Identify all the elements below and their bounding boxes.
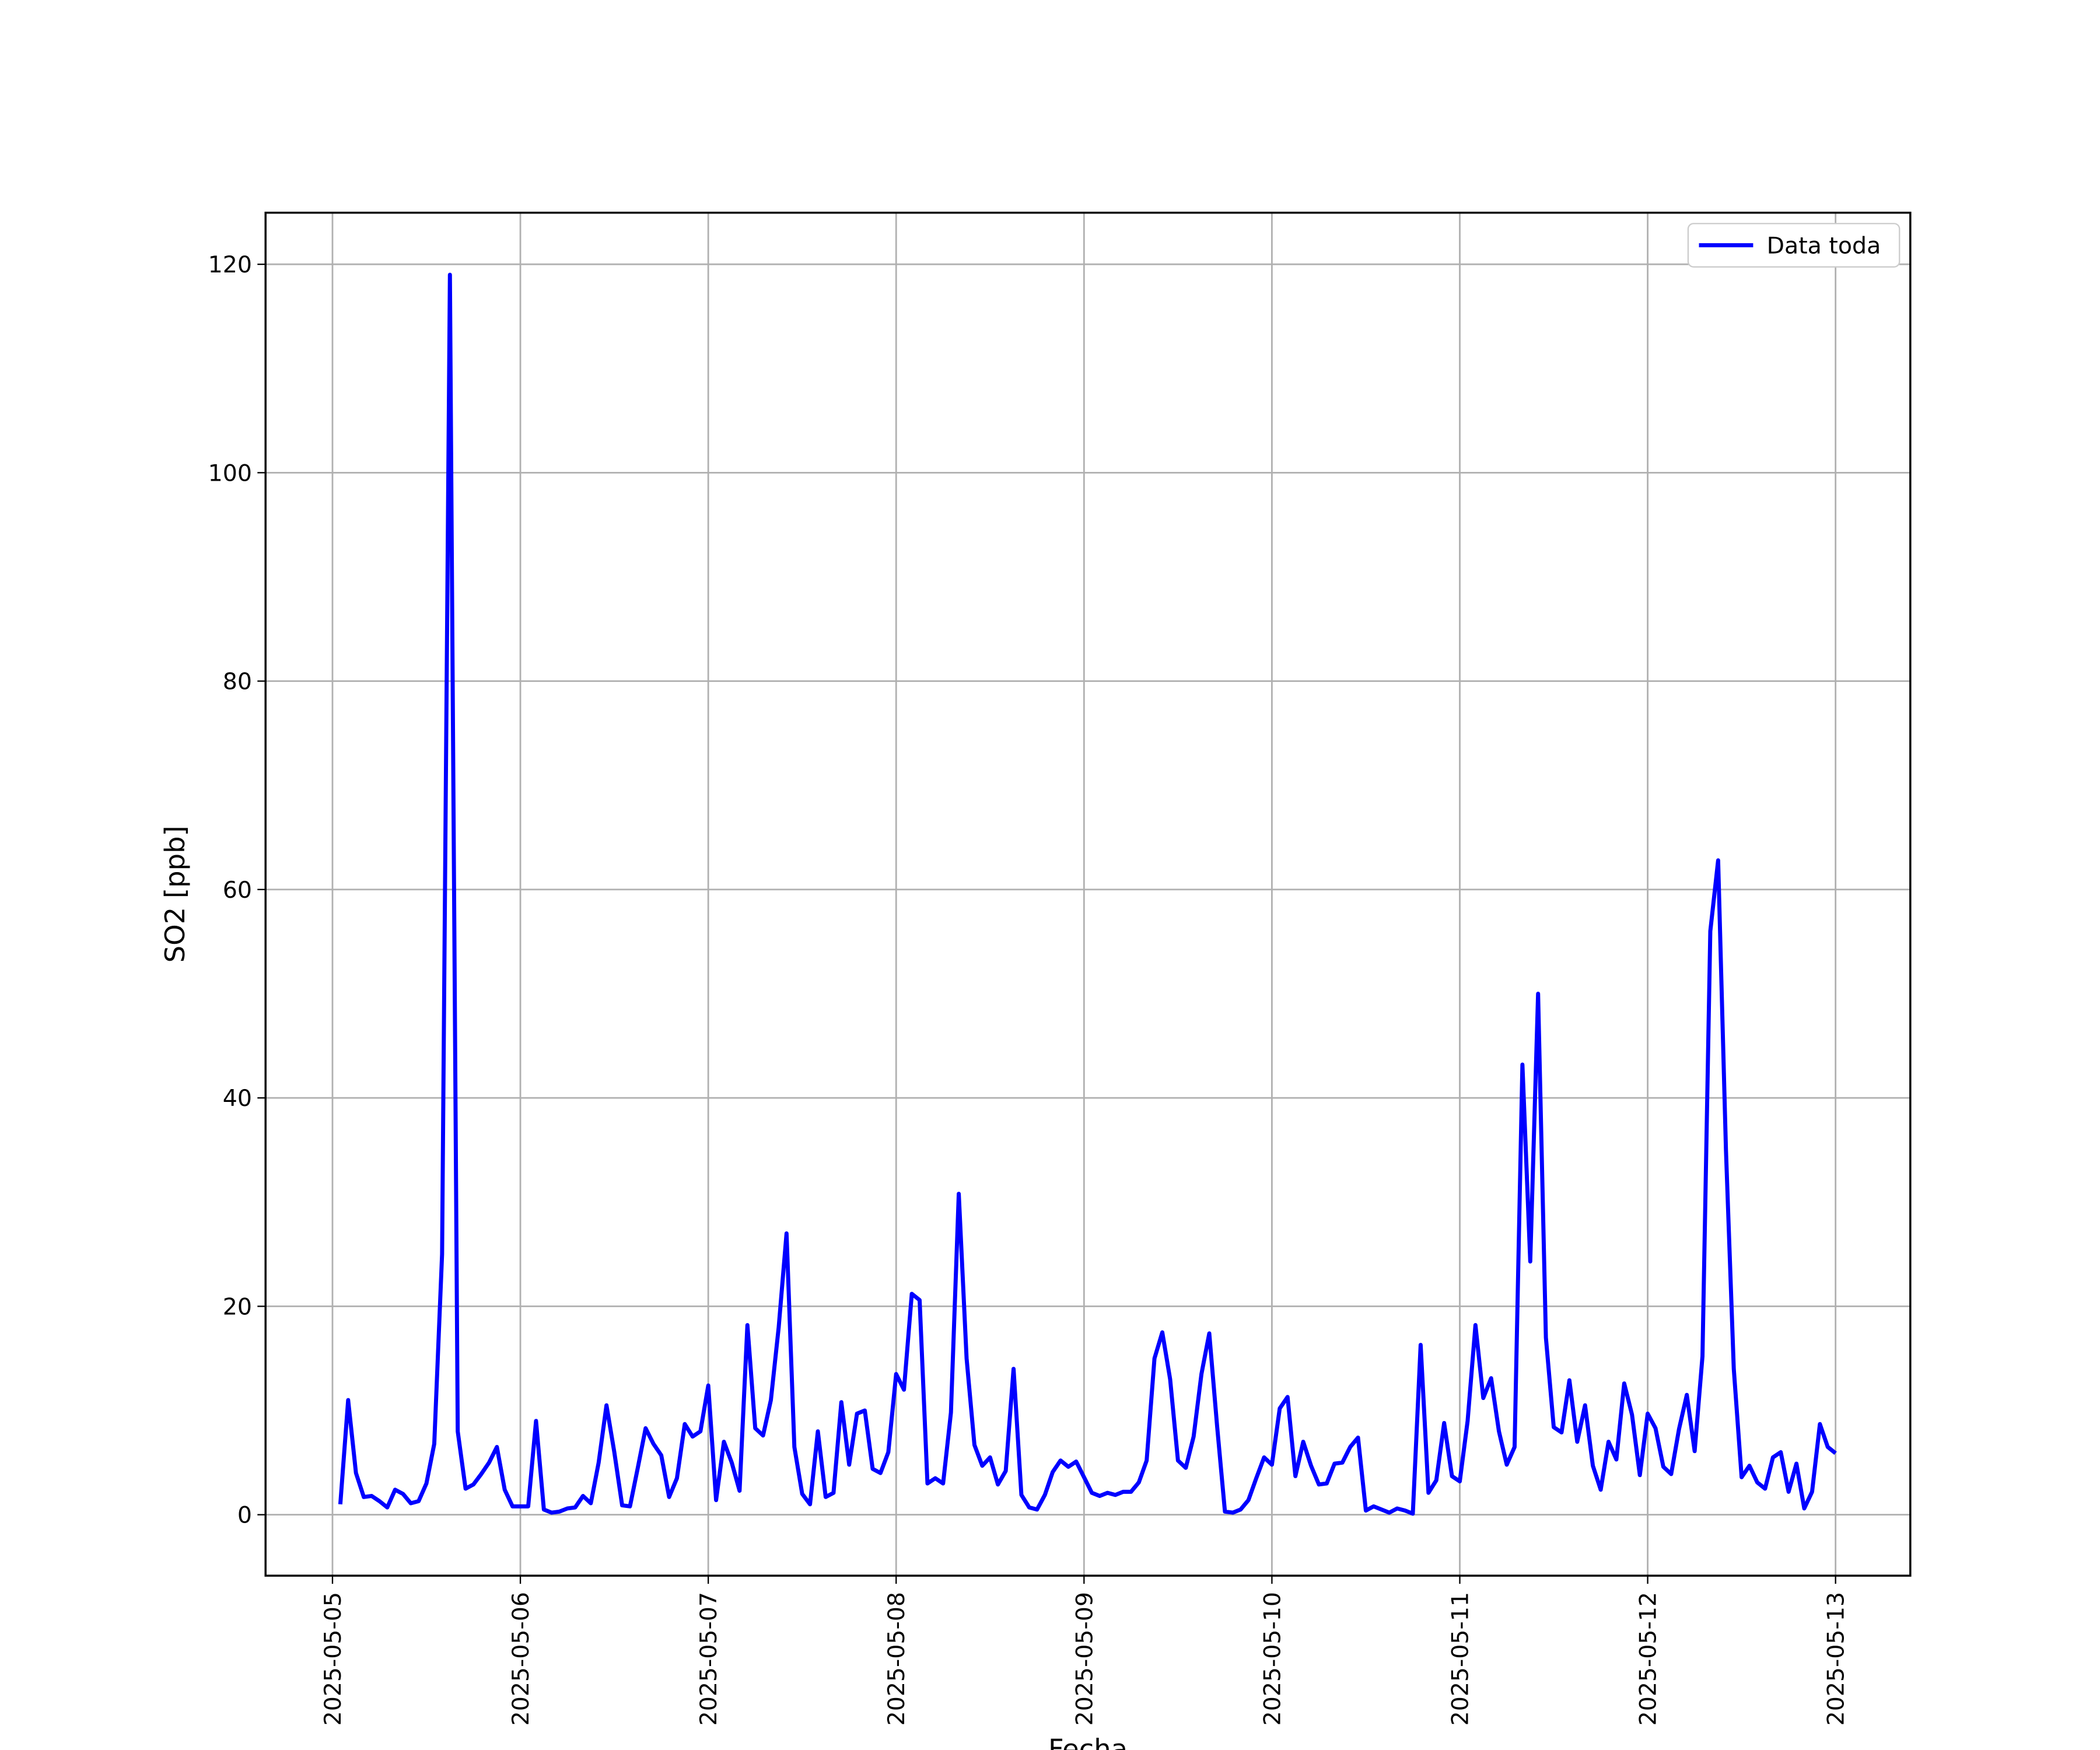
data-line [338,272,1837,1516]
plot-frame [264,211,1912,1577]
y-axis-label: SO2 [ppb] [159,825,191,963]
x-tick-label: 2025-05-07 [695,1592,722,1726]
y-tick-label: 40 [223,1085,252,1112]
y-tick-label: 60 [223,877,252,904]
x-tick-label: 2025-05-05 [320,1592,346,1726]
y-tick-label: 120 [208,251,252,278]
legend-label: Data toda [1767,232,1881,259]
legend-box [1687,223,1901,268]
x-tick-label: 2025-05-06 [508,1592,534,1726]
x-tick-label: 2025-05-13 [1823,1592,1850,1726]
x-tick-label: 2025-05-10 [1259,1592,1286,1726]
x-axis-label: Fecha [1048,1734,1128,1750]
y-tick-label: 80 [223,668,252,695]
y-tick-label: 20 [223,1293,252,1320]
x-tick-label: 2025-05-11 [1447,1592,1474,1726]
y-tick-label: 0 [237,1502,252,1529]
x-tick-label: 2025-05-12 [1635,1592,1662,1726]
x-tick-label: 2025-05-08 [883,1592,910,1726]
y-tick-label: 100 [208,460,252,487]
x-tick-label: 2025-05-09 [1071,1592,1098,1726]
